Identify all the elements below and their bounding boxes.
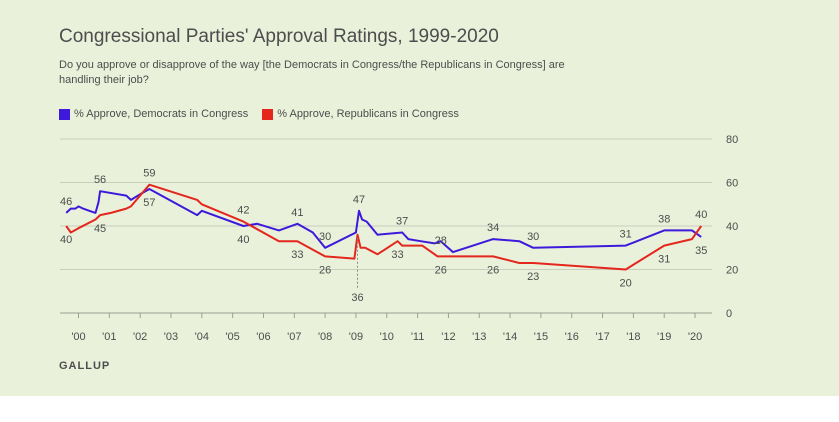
data-label-republicans: 36 bbox=[351, 292, 363, 304]
data-label-republicans: 40 bbox=[695, 209, 707, 221]
series-line-democrats bbox=[65, 188, 702, 254]
x-tick-label: '00 bbox=[71, 331, 85, 343]
data-label-democrats: 30 bbox=[527, 231, 539, 243]
x-tick-label: '13 bbox=[472, 331, 486, 343]
y-tick-label: 40 bbox=[726, 221, 738, 233]
legend: % Approve, Democrats in Congress % Appro… bbox=[59, 108, 459, 120]
data-label-republicans: 20 bbox=[620, 278, 632, 290]
data-label-democrats: 47 bbox=[353, 194, 365, 206]
data-label-republicans: 33 bbox=[291, 249, 303, 261]
source-label: GALLUP bbox=[59, 360, 111, 372]
x-axis-ticks: '00 '01 '02 '03 '04 '05 '06 '07 '08 '09 '10 '11 '12 '… bbox=[71, 313, 702, 343]
data-label-democrats: 28 bbox=[435, 235, 447, 247]
y-axis-ticks: 0 20 40 60 80 bbox=[726, 134, 738, 320]
chart-panel bbox=[0, 0, 839, 396]
x-tick-label: '01 bbox=[102, 331, 116, 343]
chart-subtitle: Do you approve or disapprove of the way … bbox=[59, 59, 565, 86]
data-label-republicans: 31 bbox=[658, 254, 670, 266]
series-lines bbox=[65, 183, 703, 271]
legend-swatch-republicans bbox=[262, 108, 274, 120]
data-label-democrats: 35 bbox=[695, 245, 707, 257]
data-label-republicans: 45 bbox=[94, 223, 106, 235]
x-tick-label: '16 bbox=[565, 331, 579, 343]
x-tick-label: '04 bbox=[195, 331, 209, 343]
x-tick-label: '18 bbox=[626, 331, 640, 343]
data-label-republicans: 26 bbox=[435, 264, 447, 276]
data-label-democrats: 38 bbox=[658, 213, 670, 225]
x-tick-label: '05 bbox=[225, 331, 239, 343]
legend-item-democrats: % Approve, Democrats in Congress bbox=[59, 108, 248, 120]
legend-swatch-democrats bbox=[59, 108, 70, 120]
x-tick-label: '14 bbox=[503, 331, 517, 343]
line-chart: '00 '01 '02 '03 '04 '05 '06 '07 '08 '09 '10 '11 '12 '… bbox=[60, 134, 738, 343]
data-label-democrats: 46 bbox=[60, 196, 72, 208]
data-label-democrats: 30 bbox=[319, 231, 331, 243]
x-tick-label: '12 bbox=[441, 331, 455, 343]
x-tick-label: '03 bbox=[164, 331, 178, 343]
legend-item-republicans: % Approve, Republicans in Congress bbox=[262, 108, 459, 120]
data-label-democrats: 34 bbox=[487, 222, 499, 234]
y-tick-label: 80 bbox=[726, 134, 738, 146]
data-labels: 46 56 59 57 40 45 42 40 41 33 30 26 47 36 37 33 28 26 34 26… bbox=[60, 168, 707, 304]
x-tick-label: '19 bbox=[657, 331, 671, 343]
data-label-democrats: 31 bbox=[620, 229, 632, 241]
x-tick-label: '15 bbox=[534, 331, 548, 343]
data-label-republicans: 26 bbox=[487, 264, 499, 276]
legend-label-republicans: % Approve, Republicans in Congress bbox=[277, 108, 459, 120]
x-tick-label: '11 bbox=[411, 331, 425, 343]
y-tick-label: 60 bbox=[726, 178, 738, 190]
x-tick-label: '06 bbox=[256, 331, 270, 343]
data-label-republicans: 40 bbox=[60, 234, 72, 246]
data-label-republicans: 42 bbox=[237, 205, 249, 217]
x-tick-label: '20 bbox=[688, 331, 702, 343]
x-tick-label: '02 bbox=[133, 331, 147, 343]
x-tick-label: '08 bbox=[318, 331, 332, 343]
series-line-republicans bbox=[65, 183, 703, 271]
y-tick-label: 0 bbox=[726, 308, 732, 320]
y-tick-label: 20 bbox=[726, 265, 738, 277]
x-tick-label: '07 bbox=[287, 331, 301, 343]
gridlines bbox=[60, 138, 712, 314]
chart-title: Congressional Parties' Approval Ratings,… bbox=[59, 26, 499, 47]
data-label-republicans: 26 bbox=[319, 264, 331, 276]
x-tick-label: '17 bbox=[595, 331, 609, 343]
data-label-republicans: 59 bbox=[143, 168, 155, 180]
data-label-republicans: 23 bbox=[527, 271, 539, 283]
data-label-democrats: 57 bbox=[143, 197, 155, 209]
data-label-democrats: 41 bbox=[291, 207, 303, 219]
legend-label-democrats: % Approve, Democrats in Congress bbox=[74, 108, 249, 120]
data-label-democrats: 40 bbox=[237, 234, 249, 246]
x-tick-label: '10 bbox=[380, 331, 394, 343]
data-label-democrats: 56 bbox=[94, 174, 106, 186]
x-tick-label: '09 bbox=[349, 331, 363, 343]
data-label-democrats: 37 bbox=[396, 216, 408, 228]
data-label-republicans: 33 bbox=[391, 249, 403, 261]
